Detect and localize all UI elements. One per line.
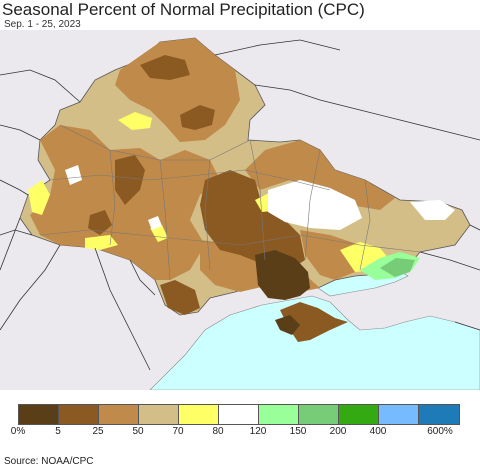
- region-0pct-kherson: [255, 250, 310, 300]
- region-200pct-azov: [380, 258, 415, 277]
- region-5pct-north-b: [180, 105, 215, 130]
- admin-borders: [39, 124, 421, 281]
- legend-colorbar: [18, 404, 460, 425]
- region-0pct-crimea-west: [275, 315, 300, 335]
- country-borders: [0, 39, 480, 371]
- region-5pct-southwest: [88, 210, 112, 235]
- legend-label: 600%: [427, 426, 453, 437]
- region-5pct-odesa: [160, 280, 200, 315]
- region-5pct-central: [200, 170, 305, 270]
- legend-label: 70: [172, 426, 184, 437]
- legend-label: 25: [92, 426, 104, 437]
- legend-swatch: [379, 405, 419, 424]
- region-70pct-center: [150, 225, 168, 242]
- region-70pct-west-b: [85, 235, 118, 250]
- legend-label: 50: [132, 426, 144, 437]
- legend-swatch: [59, 405, 99, 424]
- legend-swatch: [299, 405, 339, 424]
- region-100pct-center: [148, 216, 162, 230]
- map-subtitle: Sep. 1 - 25, 2023: [4, 19, 81, 30]
- source-credit: Source: NOAA/CPC: [4, 456, 94, 467]
- legend-swatch: [19, 405, 59, 424]
- region-25pct-east: [245, 140, 395, 210]
- legend-label: 0%: [10, 426, 26, 437]
- map-svg: [0, 30, 480, 390]
- legend-swatch: [339, 405, 379, 424]
- region-5pct-west: [115, 155, 145, 205]
- region-5pct-crimea: [280, 302, 348, 342]
- legend-label: 400: [369, 426, 387, 437]
- legend-swatch: [259, 405, 299, 424]
- legend-labels: 0% 5 25 50 70 80 120 150 200 400 600%: [0, 426, 480, 440]
- legend-swatch: [419, 405, 459, 424]
- legend-swatch: [179, 405, 219, 424]
- legend-swatch: [219, 405, 259, 424]
- legend-label: 80: [212, 426, 224, 437]
- region-100pct-west: [65, 165, 82, 185]
- legend-label: 5: [55, 426, 61, 437]
- legend-label: 200: [329, 426, 347, 437]
- region-100pct-east: [268, 180, 362, 230]
- legend-swatch: [139, 405, 179, 424]
- map-title: Seasonal Percent of Normal Precipitation…: [2, 0, 365, 19]
- legend-swatch: [99, 405, 139, 424]
- region-100pct-far-east: [410, 200, 455, 220]
- precipitation-map: [0, 30, 480, 390]
- region-70pct-west-a: [28, 180, 50, 215]
- region-70pct-northwest: [118, 112, 152, 130]
- legend-label: 120: [249, 426, 267, 437]
- legend-label: 150: [289, 426, 307, 437]
- region-5pct-north-a: [140, 55, 190, 80]
